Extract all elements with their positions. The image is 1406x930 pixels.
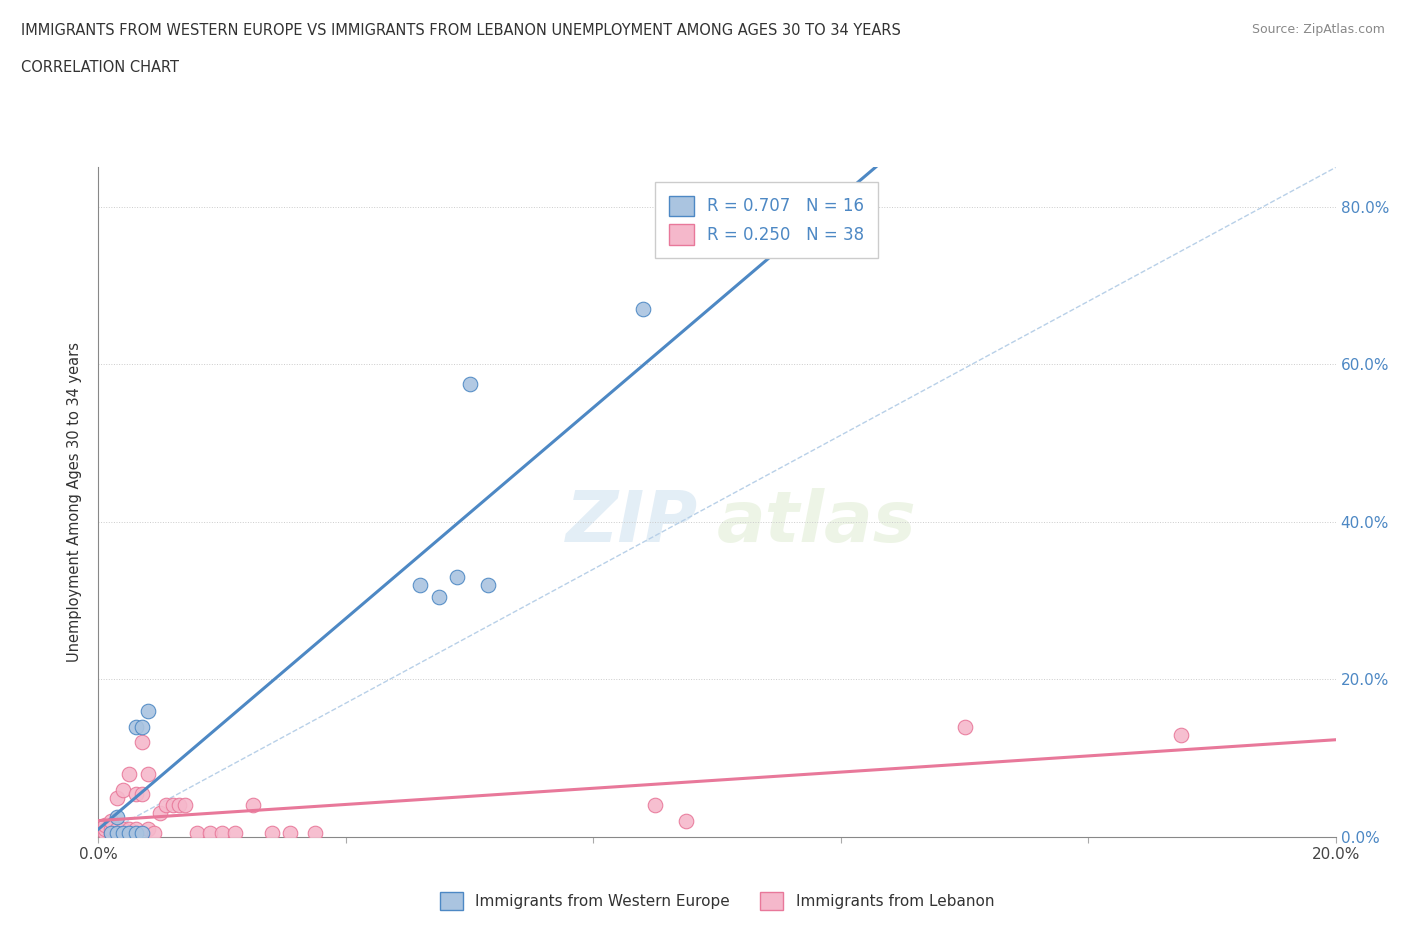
Y-axis label: Unemployment Among Ages 30 to 34 years: Unemployment Among Ages 30 to 34 years xyxy=(67,342,83,662)
Point xyxy=(631,301,654,316)
Point xyxy=(458,377,481,392)
Point xyxy=(124,786,146,801)
Point xyxy=(136,822,159,837)
Point xyxy=(278,826,301,841)
Point xyxy=(93,822,115,837)
Point xyxy=(131,735,153,750)
Point xyxy=(242,798,264,813)
Point xyxy=(644,798,666,813)
Point xyxy=(136,766,159,781)
Text: IMMIGRANTS FROM WESTERN EUROPE VS IMMIGRANTS FROM LEBANON UNEMPLOYMENT AMONG AGE: IMMIGRANTS FROM WESTERN EUROPE VS IMMIGR… xyxy=(21,23,901,38)
Point xyxy=(100,826,122,841)
Point xyxy=(409,578,432,592)
Point xyxy=(198,826,221,841)
Point xyxy=(118,822,141,837)
Point xyxy=(93,817,115,832)
Point xyxy=(174,798,197,813)
Point xyxy=(211,826,233,841)
Point xyxy=(143,826,166,841)
Point xyxy=(675,814,697,829)
Point xyxy=(131,719,153,734)
Point xyxy=(427,590,450,604)
Point xyxy=(953,719,976,734)
Point xyxy=(105,790,128,805)
Point xyxy=(105,810,128,825)
Point xyxy=(100,814,122,829)
Point xyxy=(131,826,153,841)
Point xyxy=(155,798,177,813)
Point xyxy=(105,822,128,837)
Point xyxy=(100,826,122,841)
Point xyxy=(162,798,184,813)
Point xyxy=(100,822,122,837)
Point xyxy=(304,826,326,841)
Point xyxy=(112,782,135,797)
Point xyxy=(93,826,115,841)
Point xyxy=(149,806,172,821)
Point xyxy=(118,826,141,841)
Text: CORRELATION CHART: CORRELATION CHART xyxy=(21,60,179,75)
Text: atlas: atlas xyxy=(717,488,917,557)
Point xyxy=(136,703,159,718)
Point xyxy=(112,822,135,837)
Text: Source: ZipAtlas.com: Source: ZipAtlas.com xyxy=(1251,23,1385,36)
Legend: Immigrants from Western Europe, Immigrants from Lebanon: Immigrants from Western Europe, Immigran… xyxy=(434,885,1000,916)
Point xyxy=(131,786,153,801)
Point xyxy=(118,826,141,841)
Point xyxy=(112,826,135,841)
Point xyxy=(477,578,499,592)
Point xyxy=(167,798,190,813)
Point xyxy=(124,719,146,734)
Point xyxy=(260,826,283,841)
Point xyxy=(224,826,246,841)
Point xyxy=(446,569,468,584)
Point xyxy=(105,826,128,841)
Point xyxy=(186,826,208,841)
Point xyxy=(118,766,141,781)
Point xyxy=(105,826,128,841)
Point xyxy=(1170,727,1192,742)
Point xyxy=(124,826,146,841)
Point xyxy=(124,822,146,837)
Text: ZIP: ZIP xyxy=(567,488,699,557)
